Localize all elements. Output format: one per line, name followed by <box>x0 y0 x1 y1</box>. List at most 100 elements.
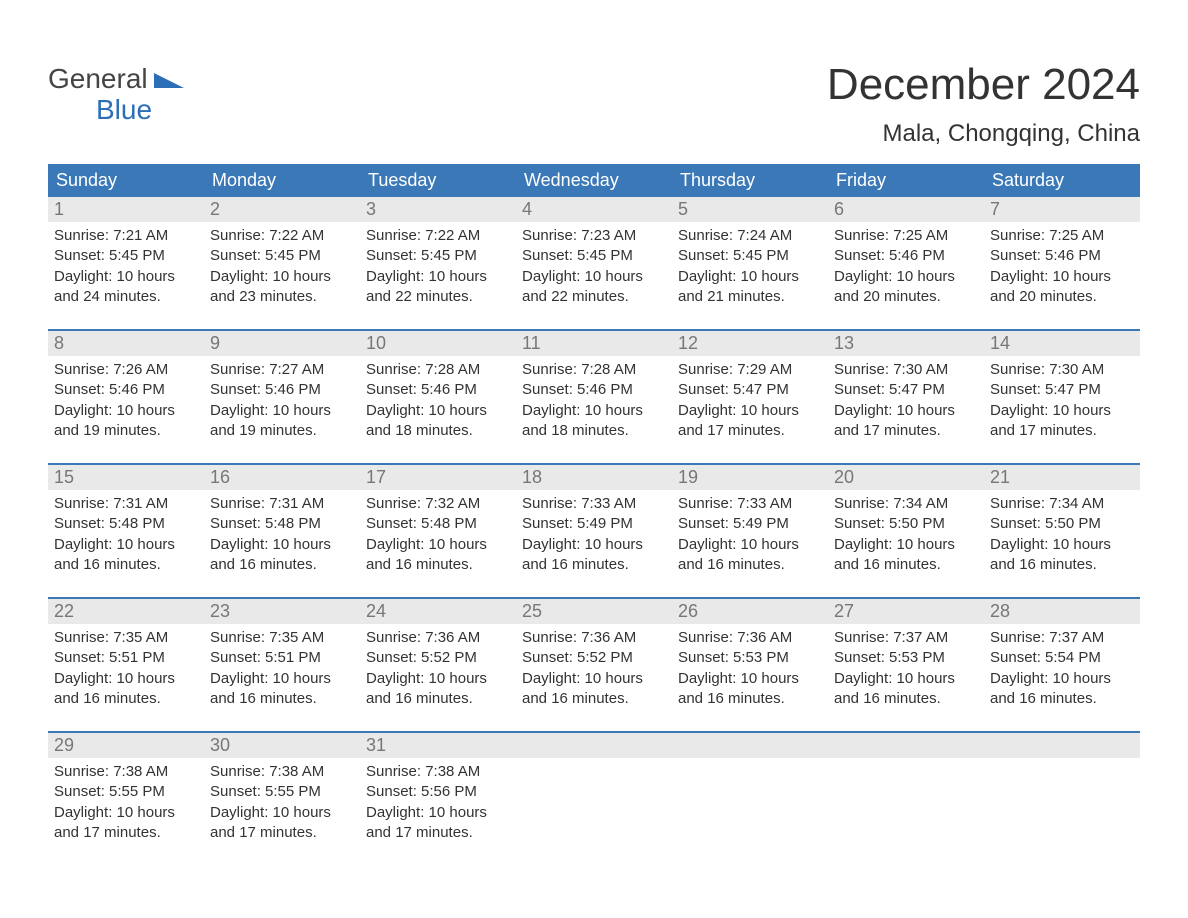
daylight-text-1: Daylight: 10 hours <box>54 669 198 689</box>
day-number: 25 <box>516 599 672 624</box>
calendar-cell: 31Sunrise: 7:38 AMSunset: 5:56 PMDayligh… <box>360 732 516 865</box>
day-number: 26 <box>672 599 828 624</box>
calendar-cell: 18Sunrise: 7:33 AMSunset: 5:49 PMDayligh… <box>516 464 672 598</box>
sunrise-text: Sunrise: 7:35 AM <box>210 628 354 648</box>
daylight-text-1: Daylight: 10 hours <box>678 267 822 287</box>
daylight-text-1: Daylight: 10 hours <box>366 803 510 823</box>
daylight-text-2: and 17 minutes. <box>54 823 198 843</box>
day-number: 22 <box>48 599 204 624</box>
sunrise-text: Sunrise: 7:28 AM <box>366 360 510 380</box>
day-body: Sunrise: 7:29 AMSunset: 5:47 PMDaylight:… <box>672 356 828 463</box>
calendar-cell: 19Sunrise: 7:33 AMSunset: 5:49 PMDayligh… <box>672 464 828 598</box>
sunset-text: Sunset: 5:52 PM <box>522 648 666 668</box>
sunset-text: Sunset: 5:48 PM <box>54 514 198 534</box>
day-body: Sunrise: 7:35 AMSunset: 5:51 PMDaylight:… <box>204 624 360 731</box>
sunrise-text: Sunrise: 7:38 AM <box>210 762 354 782</box>
day-body: Sunrise: 7:35 AMSunset: 5:51 PMDaylight:… <box>48 624 204 731</box>
sunrise-text: Sunrise: 7:25 AM <box>834 226 978 246</box>
calendar-cell: 7Sunrise: 7:25 AMSunset: 5:46 PMDaylight… <box>984 197 1140 330</box>
calendar-cell <box>672 732 828 865</box>
sunrise-text: Sunrise: 7:27 AM <box>210 360 354 380</box>
day-number: 3 <box>360 197 516 222</box>
calendar-cell: 21Sunrise: 7:34 AMSunset: 5:50 PMDayligh… <box>984 464 1140 598</box>
daylight-text-1: Daylight: 10 hours <box>678 669 822 689</box>
day-number: 12 <box>672 331 828 356</box>
day-number: 4 <box>516 197 672 222</box>
sunset-text: Sunset: 5:45 PM <box>366 246 510 266</box>
day-number: 5 <box>672 197 828 222</box>
day-body: Sunrise: 7:33 AMSunset: 5:49 PMDaylight:… <box>516 490 672 597</box>
calendar-cell <box>984 732 1140 865</box>
sunrise-text: Sunrise: 7:25 AM <box>990 226 1134 246</box>
sunrise-text: Sunrise: 7:35 AM <box>54 628 198 648</box>
day-header-wednesday: Wednesday <box>516 164 672 197</box>
calendar-cell: 1Sunrise: 7:21 AMSunset: 5:45 PMDaylight… <box>48 197 204 330</box>
sunset-text: Sunset: 5:51 PM <box>210 648 354 668</box>
calendar-cell: 20Sunrise: 7:34 AMSunset: 5:50 PMDayligh… <box>828 464 984 598</box>
day-body: Sunrise: 7:30 AMSunset: 5:47 PMDaylight:… <box>828 356 984 463</box>
daylight-text-2: and 17 minutes. <box>210 823 354 843</box>
daylight-text-2: and 16 minutes. <box>54 689 198 709</box>
daylight-text-2: and 16 minutes. <box>834 555 978 575</box>
sunset-text: Sunset: 5:46 PM <box>210 380 354 400</box>
week-row: 8Sunrise: 7:26 AMSunset: 5:46 PMDaylight… <box>48 330 1140 464</box>
day-body: Sunrise: 7:21 AMSunset: 5:45 PMDaylight:… <box>48 222 204 329</box>
sunset-text: Sunset: 5:45 PM <box>54 246 198 266</box>
sunset-text: Sunset: 5:45 PM <box>210 246 354 266</box>
sunset-text: Sunset: 5:52 PM <box>366 648 510 668</box>
week-row: 29Sunrise: 7:38 AMSunset: 5:55 PMDayligh… <box>48 732 1140 865</box>
sunset-text: Sunset: 5:47 PM <box>678 380 822 400</box>
daylight-text-2: and 16 minutes. <box>366 689 510 709</box>
day-number: 15 <box>48 465 204 490</box>
day-body: Sunrise: 7:30 AMSunset: 5:47 PMDaylight:… <box>984 356 1140 463</box>
day-body: Sunrise: 7:32 AMSunset: 5:48 PMDaylight:… <box>360 490 516 597</box>
day-number: 6 <box>828 197 984 222</box>
empty-day-body <box>672 758 828 838</box>
daylight-text-1: Daylight: 10 hours <box>834 401 978 421</box>
daylight-text-2: and 16 minutes. <box>678 555 822 575</box>
empty-day-number <box>828 733 984 758</box>
sunrise-text: Sunrise: 7:28 AM <box>522 360 666 380</box>
calendar-cell: 22Sunrise: 7:35 AMSunset: 5:51 PMDayligh… <box>48 598 204 732</box>
calendar-cell: 9Sunrise: 7:27 AMSunset: 5:46 PMDaylight… <box>204 330 360 464</box>
daylight-text-2: and 16 minutes. <box>210 555 354 575</box>
day-header-saturday: Saturday <box>984 164 1140 197</box>
daylight-text-2: and 24 minutes. <box>54 287 198 307</box>
logo-triangle-icon <box>154 64 184 95</box>
calendar-cell: 25Sunrise: 7:36 AMSunset: 5:52 PMDayligh… <box>516 598 672 732</box>
daylight-text-2: and 22 minutes. <box>522 287 666 307</box>
daylight-text-1: Daylight: 10 hours <box>210 669 354 689</box>
daylight-text-2: and 16 minutes. <box>990 555 1134 575</box>
calendar-cell: 12Sunrise: 7:29 AMSunset: 5:47 PMDayligh… <box>672 330 828 464</box>
day-body: Sunrise: 7:38 AMSunset: 5:56 PMDaylight:… <box>360 758 516 865</box>
sunrise-text: Sunrise: 7:32 AM <box>366 494 510 514</box>
daylight-text-2: and 20 minutes. <box>834 287 978 307</box>
sunrise-text: Sunrise: 7:38 AM <box>54 762 198 782</box>
calendar-cell: 14Sunrise: 7:30 AMSunset: 5:47 PMDayligh… <box>984 330 1140 464</box>
sunrise-text: Sunrise: 7:22 AM <box>366 226 510 246</box>
day-number: 20 <box>828 465 984 490</box>
calendar-cell: 29Sunrise: 7:38 AMSunset: 5:55 PMDayligh… <box>48 732 204 865</box>
day-number: 13 <box>828 331 984 356</box>
daylight-text-1: Daylight: 10 hours <box>210 401 354 421</box>
daylight-text-2: and 17 minutes. <box>678 421 822 441</box>
sunrise-text: Sunrise: 7:22 AM <box>210 226 354 246</box>
day-body: Sunrise: 7:37 AMSunset: 5:53 PMDaylight:… <box>828 624 984 731</box>
calendar-cell: 23Sunrise: 7:35 AMSunset: 5:51 PMDayligh… <box>204 598 360 732</box>
calendar-cell: 16Sunrise: 7:31 AMSunset: 5:48 PMDayligh… <box>204 464 360 598</box>
day-number: 23 <box>204 599 360 624</box>
day-number: 29 <box>48 733 204 758</box>
sunset-text: Sunset: 5:48 PM <box>366 514 510 534</box>
sunrise-text: Sunrise: 7:31 AM <box>210 494 354 514</box>
day-header-sunday: Sunday <box>48 164 204 197</box>
calendar-cell: 6Sunrise: 7:25 AMSunset: 5:46 PMDaylight… <box>828 197 984 330</box>
daylight-text-1: Daylight: 10 hours <box>990 535 1134 555</box>
day-body: Sunrise: 7:37 AMSunset: 5:54 PMDaylight:… <box>984 624 1140 731</box>
day-body: Sunrise: 7:33 AMSunset: 5:49 PMDaylight:… <box>672 490 828 597</box>
day-body: Sunrise: 7:22 AMSunset: 5:45 PMDaylight:… <box>360 222 516 329</box>
week-row: 1Sunrise: 7:21 AMSunset: 5:45 PMDaylight… <box>48 197 1140 330</box>
daylight-text-2: and 23 minutes. <box>210 287 354 307</box>
calendar-cell: 24Sunrise: 7:36 AMSunset: 5:52 PMDayligh… <box>360 598 516 732</box>
sunset-text: Sunset: 5:46 PM <box>54 380 198 400</box>
sunrise-text: Sunrise: 7:31 AM <box>54 494 198 514</box>
